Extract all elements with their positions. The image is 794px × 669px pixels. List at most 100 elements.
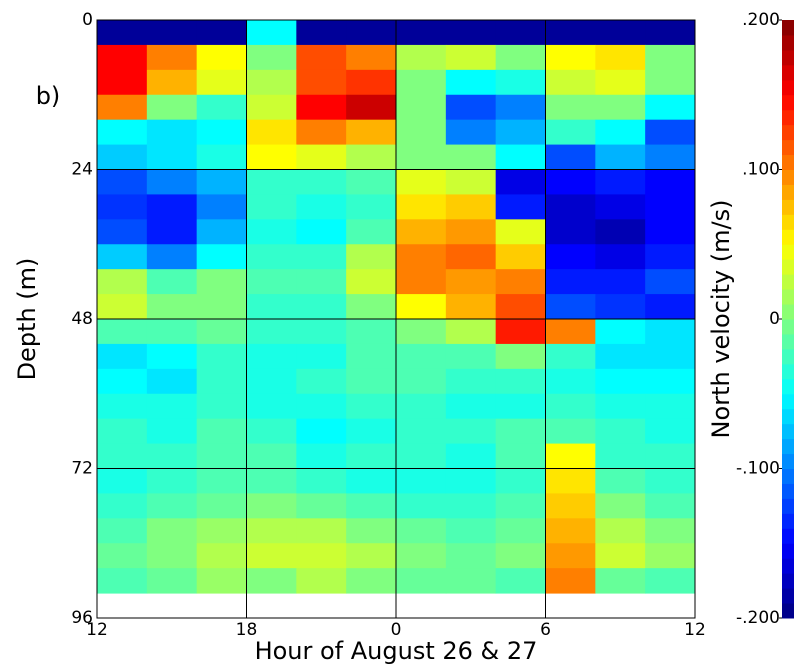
heatmap-cell	[196, 244, 247, 270]
heatmap-cell	[97, 518, 148, 544]
colorbar-label: North velocity (m/s)	[707, 200, 735, 439]
heatmap-cell	[196, 418, 247, 445]
heatmap-cell	[246, 144, 297, 170]
heatmap-cell	[445, 319, 497, 345]
heatmap-cell	[595, 44, 646, 71]
heatmap-cell	[346, 493, 397, 519]
heatmap-cell	[445, 169, 497, 195]
heatmap-cell	[545, 169, 596, 195]
heatmap-cell	[495, 219, 546, 245]
heatmap-cell	[445, 343, 497, 370]
heatmap-cell	[645, 94, 696, 121]
heatmap-cell	[146, 319, 198, 345]
heatmap-cell	[445, 219, 497, 245]
heatmap-cell	[97, 294, 148, 320]
heatmap-cell	[645, 543, 696, 569]
heatmap-cell	[396, 194, 447, 220]
heatmap-cell	[146, 443, 198, 469]
heatmap-cell	[146, 568, 198, 594]
heatmap-cell	[346, 194, 397, 220]
heatmap-cell	[296, 368, 347, 395]
heatmap-cell	[595, 518, 646, 544]
heatmap-cell	[445, 69, 497, 96]
heatmap-cell	[196, 493, 247, 519]
heatmap-cell	[495, 343, 546, 370]
heatmap-cell	[246, 518, 297, 544]
heatmap-cell	[396, 443, 447, 469]
heatmap-cell	[296, 343, 347, 370]
heatmap-cell	[645, 493, 696, 519]
y-axis-label: Depth (m)	[13, 258, 41, 381]
heatmap-cell	[146, 518, 198, 544]
heatmap-cell	[396, 94, 447, 121]
heatmap-cell	[645, 443, 696, 469]
heatmap-cell	[595, 119, 646, 146]
heatmap-cell	[445, 144, 497, 170]
colorbar-segment	[782, 333, 794, 350]
heatmap-cell	[396, 468, 447, 494]
heatmap-cell	[445, 468, 497, 494]
heatmap-cell	[346, 294, 397, 320]
heatmap-cell	[445, 518, 497, 544]
y-tick-label: 0	[82, 10, 93, 30]
heatmap-cell	[196, 194, 247, 220]
heatmap-cell	[97, 443, 148, 469]
heatmap-cell	[645, 244, 696, 270]
heatmap-cell	[396, 119, 447, 146]
heatmap-cell	[346, 94, 397, 121]
x-axis-label: Hour of August 26 & 27	[255, 637, 538, 665]
heatmap-cell	[196, 219, 247, 245]
heatmap-cell	[296, 244, 347, 270]
heatmap-cell	[495, 518, 546, 544]
heatmap-cell	[396, 20, 447, 46]
heatmap-cell	[196, 69, 247, 96]
colorbar-segment	[782, 229, 794, 245]
colorbar-segment	[782, 378, 794, 395]
heatmap-cell	[97, 244, 148, 270]
heatmap-cell	[545, 244, 596, 270]
heatmap-cell	[545, 269, 596, 295]
heatmap-cell	[595, 543, 646, 569]
colorbar-segment	[782, 363, 794, 380]
heatmap-cell	[296, 119, 347, 146]
colorbar-segment	[782, 438, 794, 455]
heatmap-cell	[595, 343, 646, 370]
heatmap-cell	[246, 119, 297, 146]
heatmap-cell	[246, 94, 297, 121]
heatmap-cell	[545, 443, 596, 469]
heatmap-cell	[97, 418, 148, 445]
heatmap-cell	[645, 69, 696, 96]
heatmap-cell	[396, 44, 447, 71]
heatmap-cell	[296, 543, 347, 569]
colorbar-segment	[782, 49, 794, 66]
heatmap-cell	[545, 319, 596, 345]
heatmap-cell	[97, 44, 148, 71]
heatmap-cell	[595, 69, 646, 96]
y-tick-label: 24	[71, 160, 93, 180]
heatmap-cell	[396, 219, 447, 245]
heatmap-cell	[445, 368, 497, 395]
heatmap-cell	[296, 44, 347, 71]
heatmap-cell	[146, 368, 198, 395]
heatmap-cell	[445, 568, 497, 594]
colorbar-segment	[782, 79, 794, 96]
heatmap-cell	[545, 568, 596, 594]
colorbar-segment	[782, 513, 794, 529]
heatmap-cell	[645, 518, 696, 544]
heatmap-cell	[645, 294, 696, 320]
heatmap-cell	[495, 94, 546, 121]
x-tick-label: 6	[540, 620, 551, 640]
colorbar-tick-label: -.200	[736, 608, 780, 628]
heatmap-cell	[445, 94, 497, 121]
heatmap-cell	[545, 69, 596, 96]
heatmap-cell	[146, 20, 198, 46]
heatmap-cell	[445, 194, 497, 220]
heatmap-cell	[97, 94, 148, 121]
heatmap-cell	[146, 493, 198, 519]
heatmap-cell	[396, 169, 447, 195]
heatmap-cell	[146, 294, 198, 320]
y-tick-label: 96	[71, 608, 93, 628]
heatmap-cell	[595, 393, 646, 420]
heatmap-cell	[545, 418, 596, 445]
heatmap-cell	[346, 443, 397, 469]
